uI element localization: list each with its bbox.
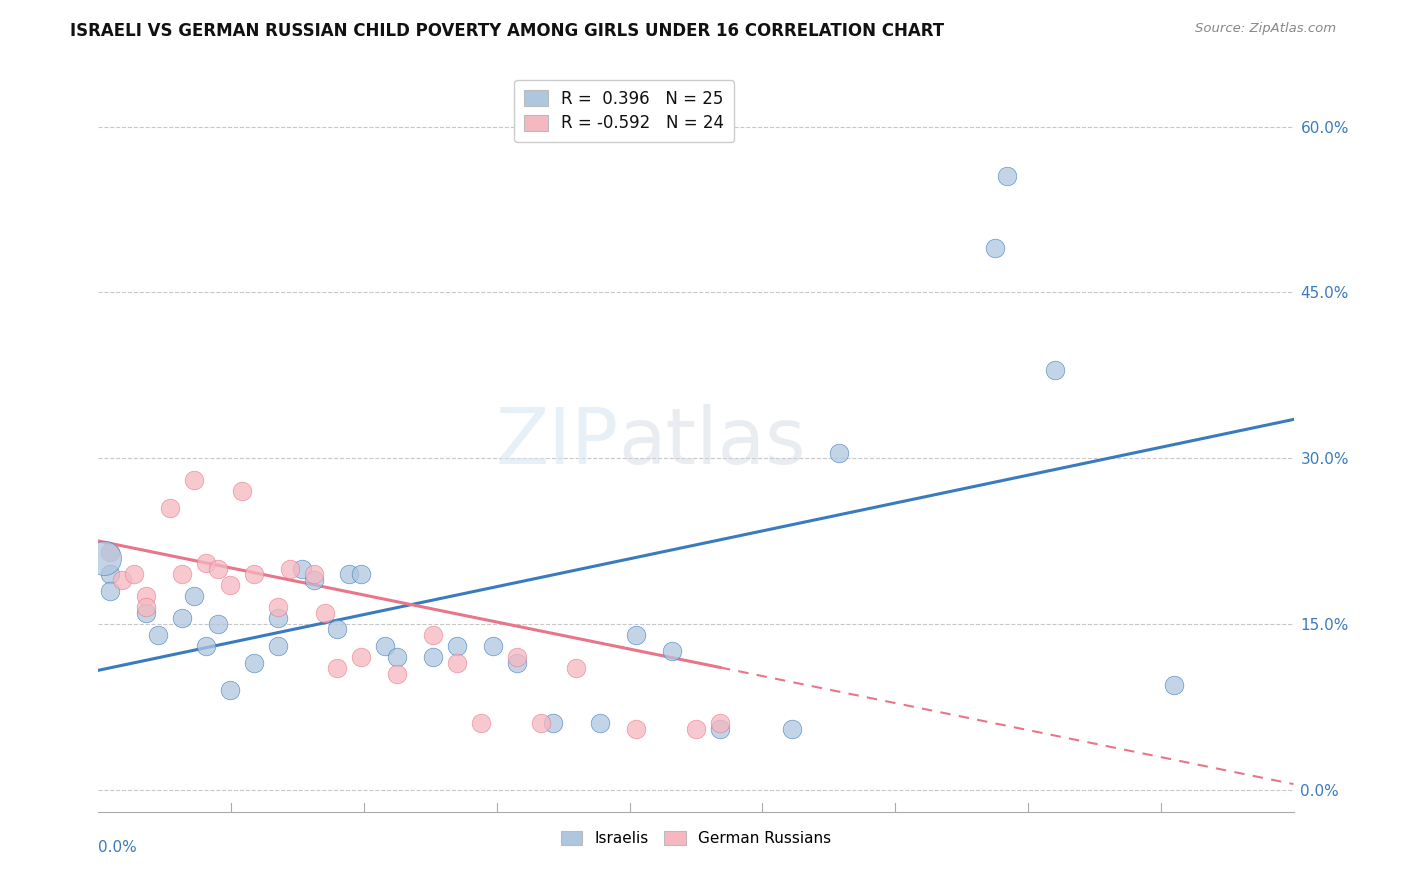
- Point: [135, 589, 157, 603]
- Point: [565, 661, 588, 675]
- Point: [506, 656, 529, 670]
- Point: [626, 722, 648, 736]
- Point: [148, 628, 170, 642]
- Point: [243, 656, 266, 670]
- Point: [1043, 362, 1066, 376]
- Point: [267, 639, 290, 653]
- Point: [267, 611, 290, 625]
- Point: [446, 639, 468, 653]
- Point: [219, 683, 242, 698]
- Point: [172, 611, 194, 625]
- Point: [984, 241, 1007, 255]
- Point: [135, 600, 157, 615]
- Point: [302, 573, 325, 587]
- Point: [207, 561, 229, 575]
- Point: [98, 583, 122, 598]
- Point: [207, 616, 229, 631]
- Point: [626, 628, 648, 642]
- Point: [709, 716, 731, 731]
- Point: [111, 573, 134, 587]
- Point: [98, 567, 122, 582]
- Point: [828, 445, 851, 459]
- Point: [124, 567, 146, 582]
- Point: [302, 567, 325, 582]
- Point: [470, 716, 492, 731]
- Point: [385, 650, 409, 665]
- Text: Source: ZipAtlas.com: Source: ZipAtlas.com: [1195, 22, 1336, 36]
- Point: [661, 644, 683, 658]
- Point: [326, 623, 349, 637]
- Text: 0.0%: 0.0%: [98, 840, 138, 855]
- Point: [506, 650, 529, 665]
- Point: [995, 169, 1018, 184]
- Point: [446, 656, 468, 670]
- Point: [350, 567, 373, 582]
- Point: [135, 606, 157, 620]
- Point: [350, 650, 373, 665]
- Point: [267, 600, 290, 615]
- Point: [422, 650, 444, 665]
- Point: [195, 639, 218, 653]
- Point: [780, 722, 803, 736]
- Point: [326, 661, 349, 675]
- Point: [243, 567, 266, 582]
- Point: [195, 556, 218, 570]
- Point: [172, 567, 194, 582]
- Point: [315, 606, 337, 620]
- Point: [93, 550, 115, 565]
- Point: [685, 722, 707, 736]
- Point: [219, 578, 242, 592]
- Point: [530, 716, 553, 731]
- Point: [482, 639, 505, 653]
- Text: atlas: atlas: [619, 403, 806, 480]
- Point: [374, 639, 396, 653]
- Point: [709, 722, 731, 736]
- Point: [183, 589, 205, 603]
- Point: [1163, 678, 1185, 692]
- Point: [159, 500, 181, 515]
- Point: [231, 484, 253, 499]
- Point: [385, 666, 409, 681]
- Point: [291, 561, 314, 575]
- Text: ISRAELI VS GERMAN RUSSIAN CHILD POVERTY AMONG GIRLS UNDER 16 CORRELATION CHART: ISRAELI VS GERMAN RUSSIAN CHILD POVERTY …: [70, 22, 945, 40]
- Text: ZIP: ZIP: [495, 403, 619, 480]
- Legend: Israelis, German Russians: Israelis, German Russians: [555, 824, 837, 852]
- Point: [422, 628, 444, 642]
- Point: [339, 567, 361, 582]
- Point: [589, 716, 612, 731]
- Point: [541, 716, 564, 731]
- Point: [278, 561, 301, 575]
- Point: [98, 545, 122, 559]
- Point: [183, 473, 205, 487]
